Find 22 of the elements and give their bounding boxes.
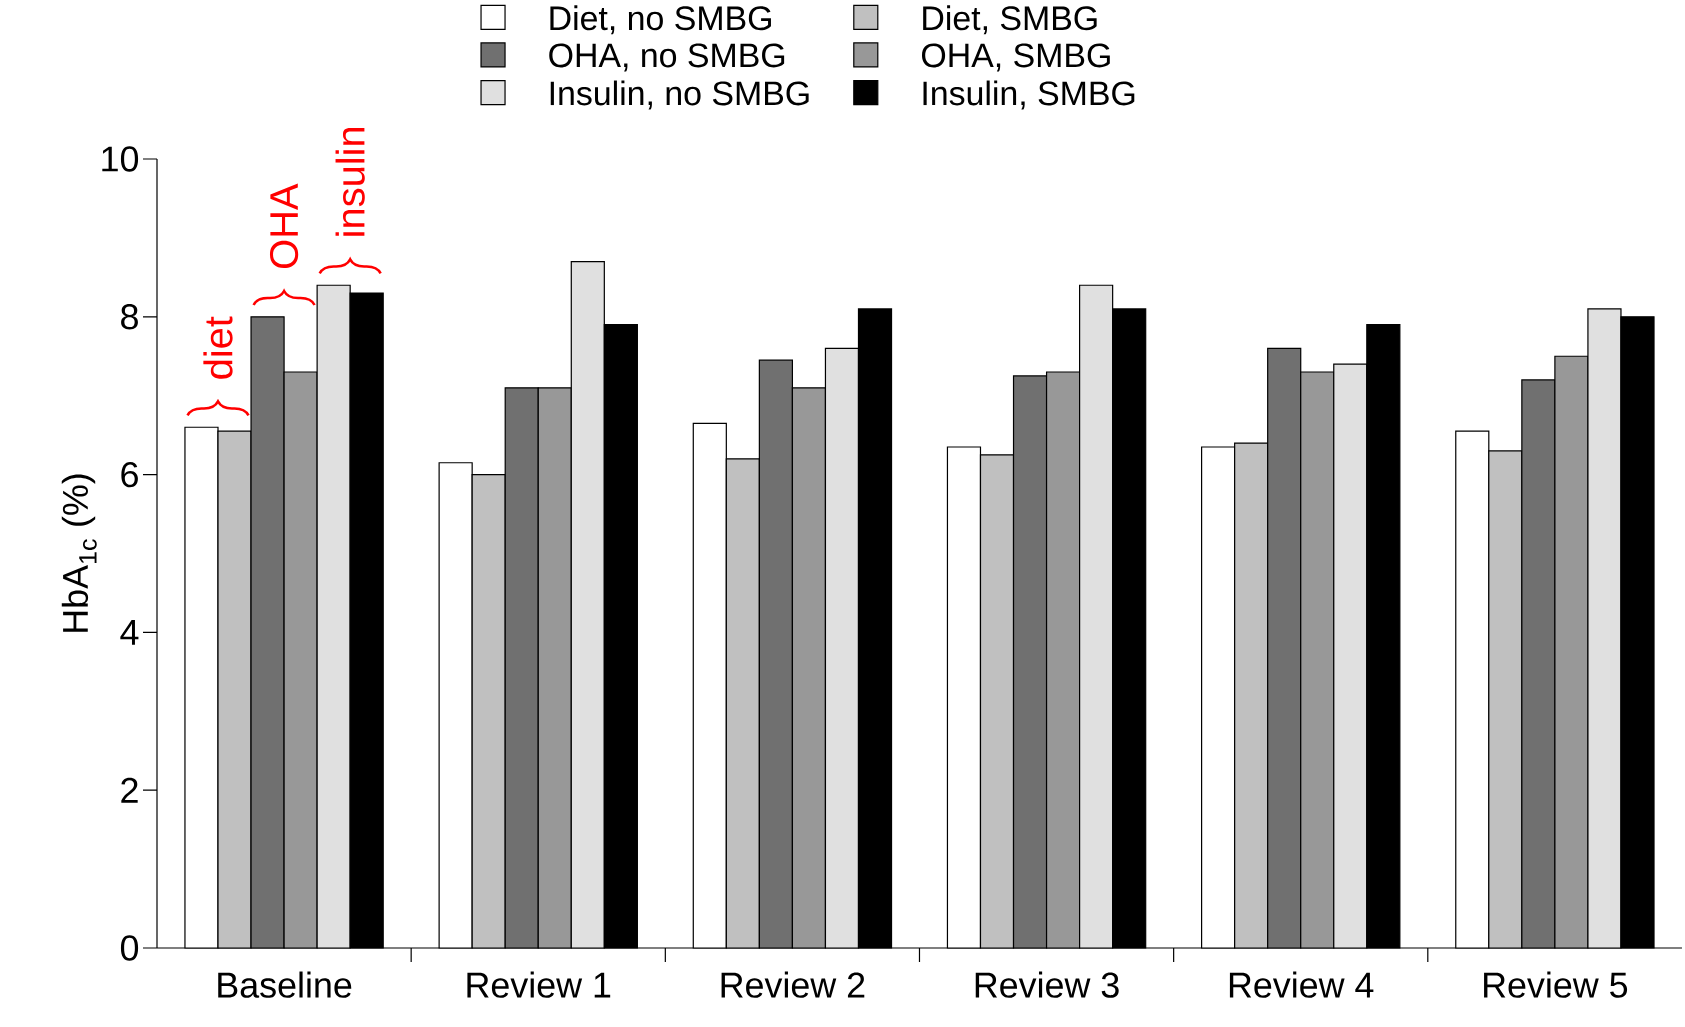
x-tick-label: Review 4 xyxy=(1229,971,1374,998)
annotation: diet xyxy=(203,316,233,379)
y-tick-label: 10 xyxy=(102,146,139,172)
legend-label: Diet, SMBG xyxy=(923,5,1097,35)
y-tick-label: 6 xyxy=(121,461,138,488)
y-tick-label: 4 xyxy=(120,620,139,645)
annotation: insulin xyxy=(335,127,365,236)
legend-label: OHA, no SMBG xyxy=(549,43,785,72)
x-tick-label: Review 3 xyxy=(975,971,1119,998)
y-tick-label: 2 xyxy=(121,777,138,803)
y-axis-title: HbA$_{1c}$ (%) xyxy=(61,474,97,632)
legend-label: OHA, SMBG xyxy=(921,43,1110,72)
y-tick-label: 8 xyxy=(121,304,138,330)
x-tick-label: Review 1 xyxy=(467,971,611,998)
x-tick-label: Review 5 xyxy=(1484,971,1628,998)
legend-label: Insulin, SMBG xyxy=(923,80,1135,110)
x-tick-label: Review 2 xyxy=(721,971,865,998)
legend-label: Diet, no SMBG xyxy=(550,5,771,35)
annotation: OHA xyxy=(269,183,299,268)
y-tick-label: 0 xyxy=(120,935,139,961)
legend-label: Insulin, no SMBG xyxy=(550,80,809,110)
x-tick-label: Baseline xyxy=(218,971,352,998)
